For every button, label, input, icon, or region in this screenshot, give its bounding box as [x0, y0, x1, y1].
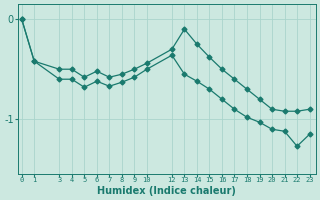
X-axis label: Humidex (Indice chaleur): Humidex (Indice chaleur): [98, 186, 236, 196]
